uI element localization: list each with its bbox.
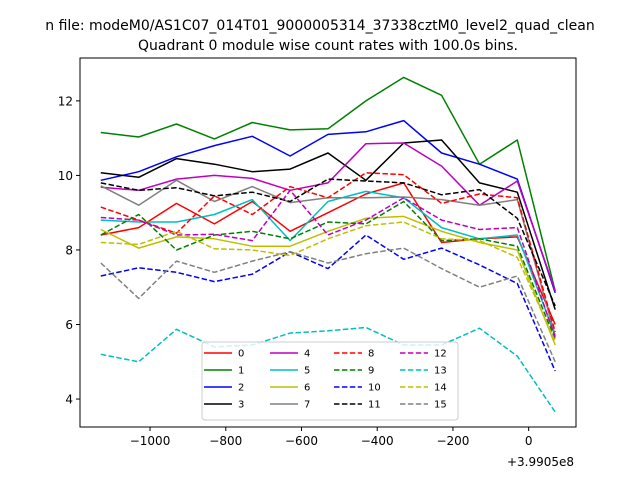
legend-label-4: 4: [304, 349, 310, 360]
legend-label-11: 11: [368, 400, 381, 411]
legend-label-0: 0: [238, 349, 244, 360]
y-tick-label: 10: [58, 169, 73, 183]
y-tick-label: 8: [65, 243, 73, 257]
legend-label-13: 13: [434, 366, 447, 377]
plot-area-frame: [79, 57, 577, 428]
y-tick-label: 12: [58, 94, 73, 108]
series-line-9: [100, 200, 556, 340]
x-tick-label: −600: [285, 434, 318, 448]
series-layer: [100, 76, 556, 413]
x-tick-label: −1000: [130, 434, 171, 448]
legend-label-2: 2: [238, 383, 244, 394]
series-line-6: [100, 215, 556, 346]
series-line-11: [100, 178, 556, 307]
legend-label-3: 3: [238, 400, 244, 411]
legend-label-6: 6: [304, 383, 310, 394]
legend-box: [201, 341, 459, 421]
series-line-13: [100, 326, 556, 413]
series-line-14: [100, 221, 556, 342]
legend-label-1: 1: [238, 366, 244, 377]
series-line-7: [100, 179, 556, 336]
x-axis: −1000 −800 −600 −400 −200 0: [130, 427, 533, 448]
x-tick-label: −800: [209, 434, 242, 448]
legend-label-14: 14: [434, 383, 447, 394]
chart-suptitle: n file: modeM0/AS1C07_014T01_9000005314_…: [45, 18, 594, 34]
y-axis: 4 6 8 10 12: [58, 94, 80, 407]
series-line-10: [100, 234, 556, 372]
legend-label-10: 10: [368, 383, 381, 394]
legend-label-5: 5: [304, 366, 310, 377]
legend-label-9: 9: [368, 366, 374, 377]
x-axis-offset-label: +3.9905e8: [507, 455, 574, 469]
legend-label-15: 15: [434, 400, 447, 411]
legend-label-12: 12: [434, 349, 447, 360]
series-line-2: [100, 119, 556, 294]
series-line-12: [100, 189, 556, 338]
x-tick-label: −400: [361, 434, 394, 448]
y-tick-label: 4: [65, 393, 73, 407]
legend-label-8: 8: [368, 349, 374, 360]
y-tick-label: 6: [65, 318, 73, 332]
legend-label-7: 7: [304, 400, 310, 411]
x-tick-label: 0: [525, 434, 533, 448]
series-line-15: [100, 247, 556, 363]
chart-title: Quadrant 0 module wise count rates with …: [138, 38, 518, 54]
series-line-8: [100, 172, 556, 333]
x-tick-label: −200: [436, 434, 469, 448]
series-line-3: [100, 139, 556, 310]
